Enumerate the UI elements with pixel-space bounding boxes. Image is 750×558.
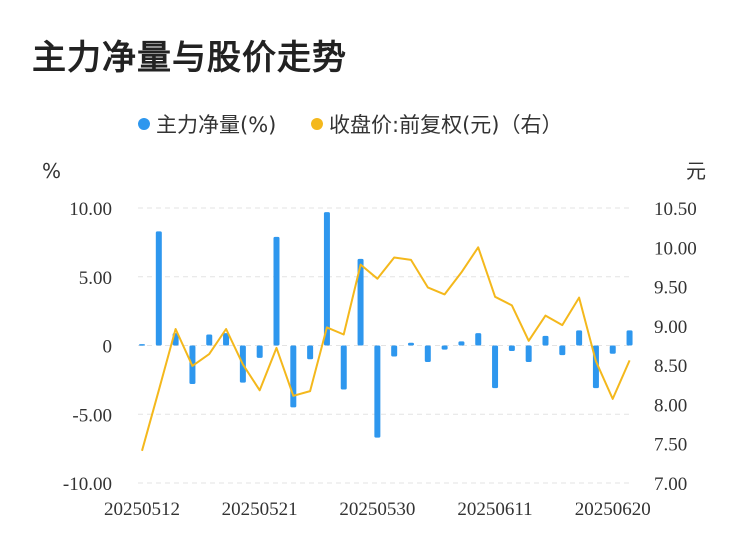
- line-series: [141, 246, 631, 452]
- bar: [357, 258, 364, 346]
- bar: [508, 345, 515, 351]
- bar: [290, 345, 297, 408]
- bar: [576, 330, 583, 346]
- bar: [609, 345, 616, 354]
- left-tick-label: -5.00: [72, 405, 112, 426]
- bar: [256, 345, 263, 358]
- x-axis-ticks: 20250512 20250521 20250530 20250611 20250620: [104, 499, 651, 520]
- left-tick-label: -10.00: [63, 474, 112, 495]
- bar: [475, 333, 482, 346]
- right-tick-label: 8.00: [654, 395, 687, 416]
- chart-title: 主力净量与股价走势: [32, 38, 347, 78]
- bar: [307, 345, 314, 360]
- right-tick-label: 10.50: [654, 199, 697, 220]
- right-tick-label: 9.50: [654, 278, 687, 299]
- bar: [407, 342, 414, 346]
- bar: [223, 333, 230, 346]
- left-tick-label: 0: [103, 337, 113, 358]
- right-axis-unit: 元: [686, 159, 706, 183]
- bar: [441, 345, 448, 350]
- left-axis-ticks: 10.00 5.00 0 -5.00 -10.00: [63, 199, 112, 495]
- bar: [139, 344, 145, 346]
- legend-line-marker: [311, 118, 323, 130]
- bar: [374, 345, 381, 438]
- legend-line-label: 收盘价:前复权(元)（右）: [329, 113, 562, 137]
- bar: [542, 335, 549, 346]
- x-tick-label: 20250620: [575, 499, 651, 520]
- right-axis-ticks: 10.50 10.00 9.50 9.00 8.50 8.00 7.50 7.00: [654, 199, 697, 495]
- left-tick-label: 5.00: [79, 268, 112, 289]
- bar: [458, 341, 465, 346]
- right-tick-label: 7.00: [654, 474, 687, 495]
- bar: [206, 334, 213, 346]
- bar: [424, 345, 431, 362]
- price-line: [141, 246, 631, 452]
- bar: [323, 212, 330, 346]
- bar: [273, 236, 280, 346]
- right-tick-label: 7.50: [654, 435, 687, 456]
- right-tick-label: 10.00: [654, 238, 697, 259]
- bar: [340, 345, 347, 390]
- left-axis-unit: %: [42, 159, 61, 183]
- bar: [492, 345, 499, 389]
- x-tick-label: 20250611: [457, 499, 532, 520]
- right-tick-label: 8.50: [654, 356, 687, 377]
- bar: [559, 345, 566, 356]
- bar-series: [139, 212, 633, 438]
- bar: [155, 231, 162, 346]
- bar: [525, 345, 532, 362]
- x-tick-label: 20250521: [222, 499, 298, 520]
- bar: [391, 345, 398, 357]
- legend: 主力净量(%) 收盘价:前复权(元)（右）: [138, 113, 562, 137]
- legend-bar-label: 主力净量(%): [156, 113, 276, 137]
- x-tick-label: 20250512: [104, 499, 180, 520]
- legend-bar-marker: [138, 118, 150, 130]
- right-tick-label: 9.00: [654, 317, 687, 338]
- left-tick-label: 10.00: [69, 199, 112, 220]
- gridlines: [138, 207, 630, 484]
- bar: [626, 330, 633, 346]
- x-tick-label: 20250530: [339, 499, 415, 520]
